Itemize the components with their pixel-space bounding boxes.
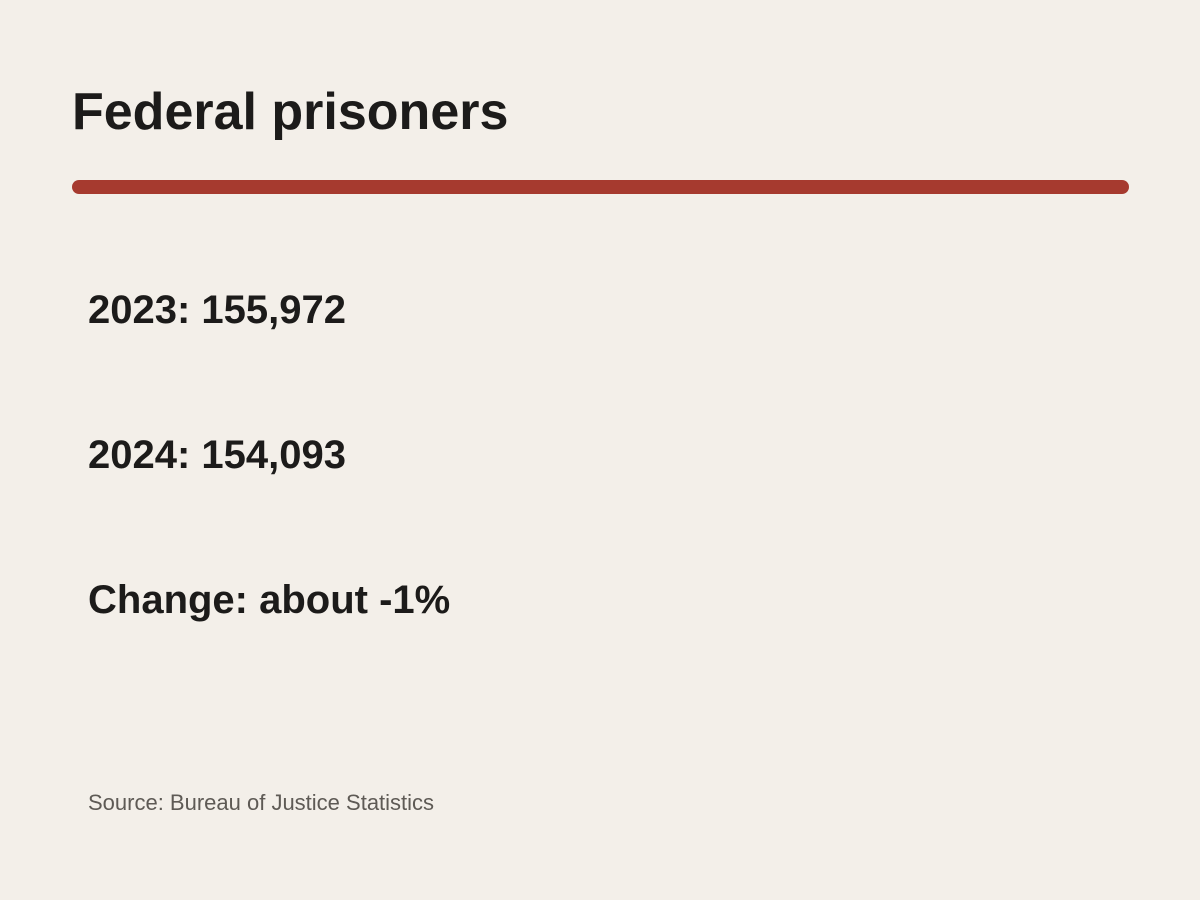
stat-2024-count: 2024: 154,093: [88, 433, 347, 477]
source-note: Source: Bureau of Justice Statistics: [88, 790, 435, 815]
accent-divider: [72, 180, 1129, 194]
page-title: Federal prisoners: [72, 83, 509, 141]
stat-2023-count: 2023: 155,972: [88, 288, 347, 332]
stat-change: Change: about -1%: [88, 578, 451, 622]
